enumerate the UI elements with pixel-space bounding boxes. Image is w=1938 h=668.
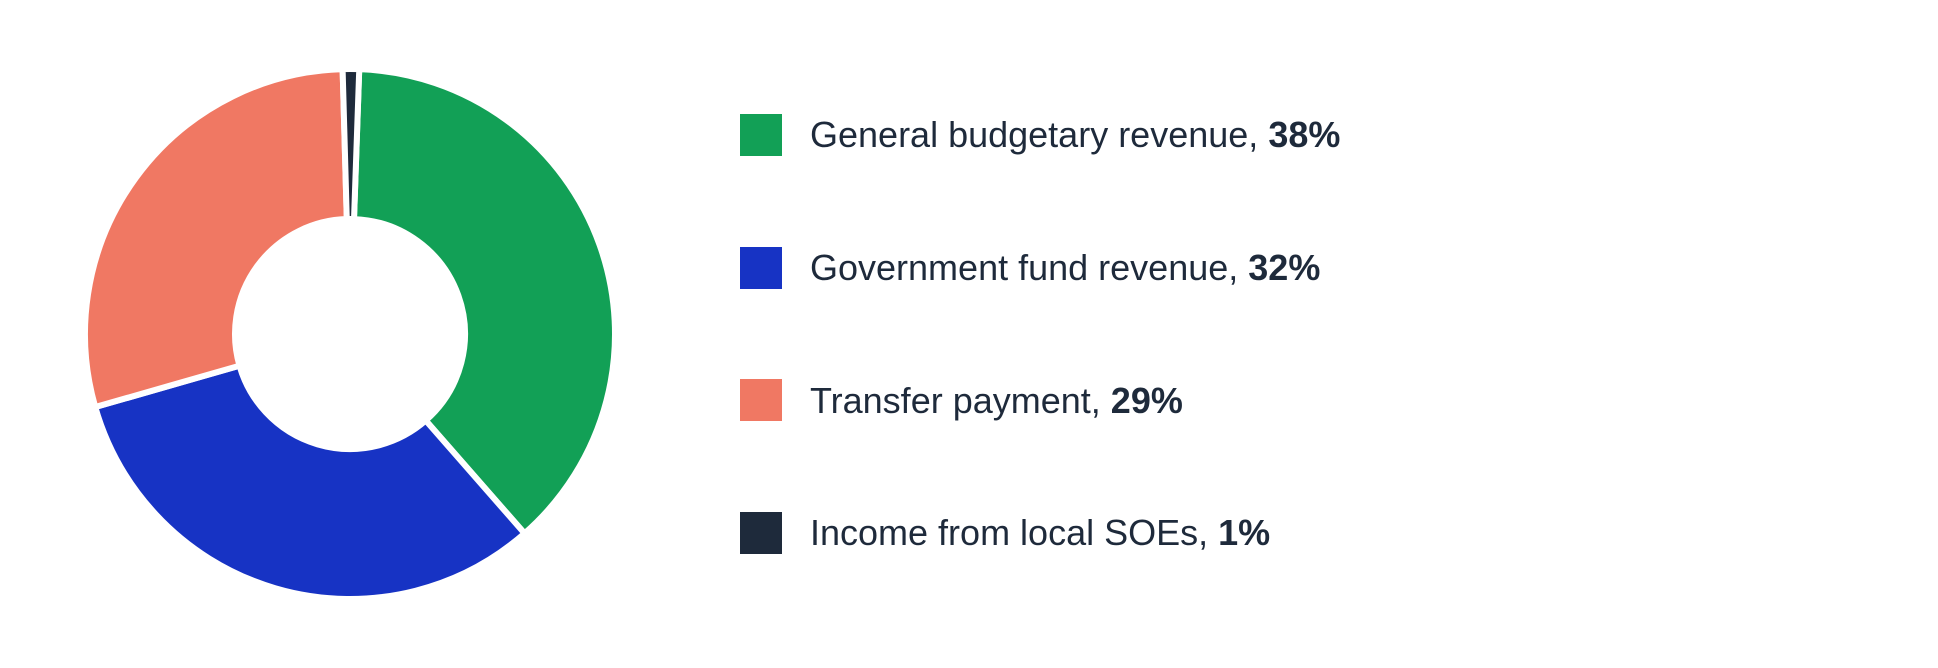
legend-text: General budgetary revenue38% <box>810 115 1340 155</box>
donut-slice <box>343 69 360 219</box>
legend-label: Transfer payment <box>810 380 1111 421</box>
legend-item: Income from local SOEs1% <box>740 512 1340 554</box>
legend-value: 1% <box>1218 512 1270 553</box>
legend-text: Income from local SOEs1% <box>810 513 1270 553</box>
legend-swatch <box>740 379 782 421</box>
donut-slice <box>85 69 347 407</box>
legend-value: 38% <box>1268 114 1340 155</box>
legend-label: Government fund revenue <box>810 247 1248 288</box>
legend-text: Government fund revenue32% <box>810 248 1320 288</box>
legend-text: Transfer payment29% <box>810 381 1183 421</box>
legend-item: General budgetary revenue38% <box>740 114 1340 156</box>
legend-item: Transfer payment29% <box>740 379 1340 421</box>
donut-chart <box>0 0 700 668</box>
legend-swatch <box>740 512 782 554</box>
legend-label: General budgetary revenue <box>810 114 1268 155</box>
legend-swatch <box>740 114 782 156</box>
donut-svg <box>60 34 640 634</box>
chart-container: General budgetary revenue38% Government f… <box>0 0 1938 668</box>
legend-value: 32% <box>1248 247 1320 288</box>
legend-label: Income from local SOEs <box>810 512 1218 553</box>
legend-item: Government fund revenue32% <box>740 247 1340 289</box>
legend-swatch <box>740 247 782 289</box>
legend-value: 29% <box>1111 380 1183 421</box>
legend: General budgetary revenue38% Government f… <box>700 114 1340 554</box>
